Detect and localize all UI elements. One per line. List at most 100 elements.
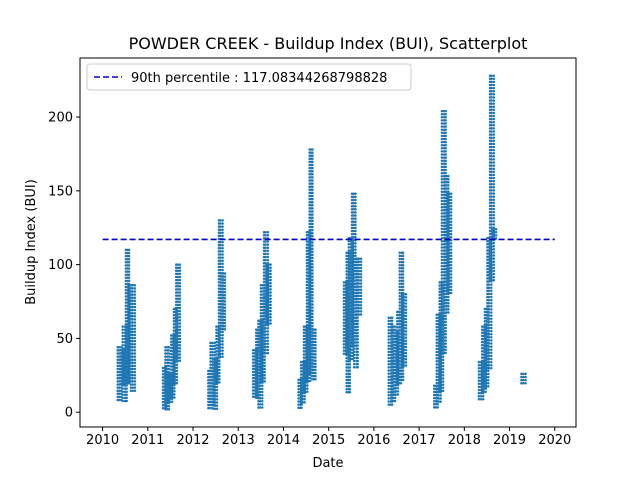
data-point (220, 309, 223, 312)
data-point (490, 367, 493, 370)
data-point (440, 302, 444, 305)
data-point (129, 346, 133, 349)
data-point (345, 316, 348, 320)
data-point (404, 345, 408, 349)
data-point (494, 234, 498, 237)
data-point (124, 319, 128, 323)
data-point (404, 354, 408, 358)
data-point (304, 390, 307, 393)
data-point (490, 269, 493, 273)
data-point (121, 384, 124, 387)
data-point (440, 339, 444, 342)
data-point (209, 378, 212, 382)
data-point (490, 314, 493, 317)
data-point (440, 240, 444, 243)
data-point (121, 356, 124, 359)
data-point (265, 309, 268, 313)
data-point (387, 338, 390, 341)
data-point (492, 83, 496, 87)
data-point (522, 372, 525, 376)
data-point (299, 363, 303, 367)
data-point (352, 300, 356, 304)
data-point (314, 331, 317, 334)
data-point (354, 214, 357, 217)
data-point (220, 312, 223, 316)
data-point (223, 303, 227, 306)
data-point (259, 284, 263, 287)
data-point (522, 378, 525, 382)
data-point (492, 142, 496, 146)
data-point (490, 241, 493, 245)
data-point (440, 147, 444, 150)
data-point (219, 346, 222, 349)
data-point (133, 324, 137, 327)
data-point (487, 329, 491, 333)
data-point (133, 336, 137, 340)
data-point (306, 376, 310, 380)
data-point (261, 390, 264, 394)
data-point (221, 333, 224, 337)
data-point (124, 254, 128, 258)
data-point (311, 185, 314, 188)
data-point (352, 288, 356, 291)
data-point (121, 340, 124, 344)
data-point (251, 364, 255, 367)
data-point (492, 210, 496, 214)
data-point (164, 377, 167, 380)
data-point (352, 310, 356, 313)
data-point (219, 355, 222, 359)
data-point (174, 356, 178, 359)
data-point (133, 389, 137, 392)
data-point (492, 148, 496, 152)
data-point (259, 346, 263, 349)
data-point (263, 380, 266, 383)
data-point (259, 327, 263, 330)
data-point (310, 362, 314, 365)
data-point (490, 77, 493, 81)
data-point (490, 301, 493, 305)
data-point (117, 346, 121, 349)
data-point (131, 299, 134, 303)
data-point (345, 366, 348, 369)
data-point (487, 308, 491, 311)
x-tick-label: 2014 (267, 433, 300, 448)
data-point (133, 305, 137, 309)
data-point (492, 251, 496, 254)
data-point (259, 290, 263, 293)
data-point (490, 305, 493, 308)
data-point (221, 219, 224, 222)
data-point (494, 231, 498, 234)
data-point (311, 318, 314, 322)
data-point (352, 297, 356, 301)
data-point (178, 359, 182, 362)
data-point (387, 403, 390, 406)
data-point (311, 293, 314, 297)
data-point (490, 223, 493, 226)
data-point (352, 272, 356, 276)
data-point (352, 266, 356, 270)
data-point (494, 227, 498, 231)
data-point (356, 319, 359, 322)
data-point (133, 367, 137, 371)
data-point (440, 190, 444, 193)
data-point (266, 351, 270, 355)
data-point (490, 263, 493, 267)
data-point (492, 272, 496, 276)
data-point (311, 231, 314, 235)
data-point (441, 355, 445, 359)
data-point (354, 251, 357, 254)
data-point (359, 288, 363, 291)
data-point (492, 195, 496, 198)
data-point (310, 350, 314, 353)
data-point (449, 245, 453, 248)
data-point (490, 186, 493, 189)
data-point (133, 370, 137, 374)
data-point (129, 380, 133, 383)
data-point (449, 266, 453, 270)
data-point (127, 279, 131, 283)
data-point (354, 211, 357, 214)
data-point (297, 394, 300, 397)
data-point (387, 325, 390, 329)
data-point (356, 322, 359, 326)
data-point (269, 291, 272, 294)
